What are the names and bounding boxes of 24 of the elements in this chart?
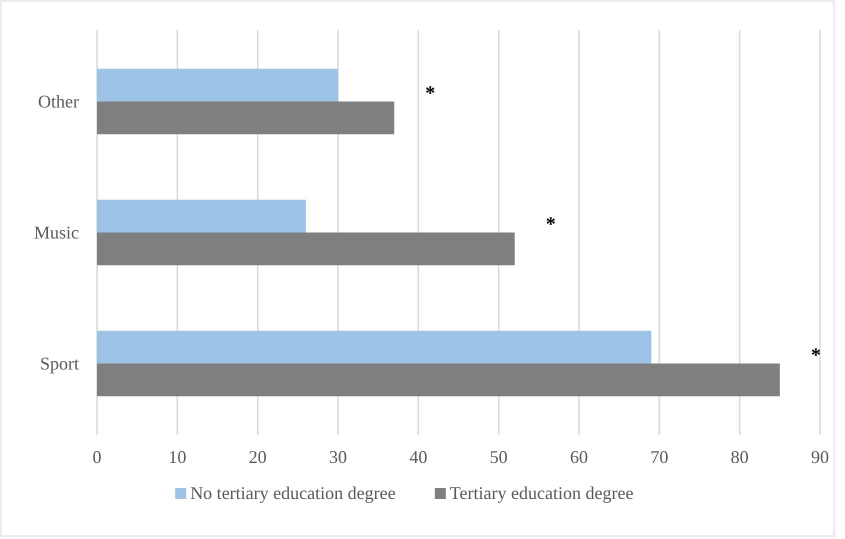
x-tick-label: 50	[490, 447, 508, 467]
x-tick-label: 40	[409, 447, 428, 467]
legend-label: No tertiary education degree	[190, 483, 396, 503]
bar	[97, 102, 394, 134]
y-tick-label: Sport	[40, 354, 79, 374]
bar	[97, 364, 780, 396]
x-tick-label: 20	[248, 447, 267, 467]
x-tick-label: 80	[730, 447, 749, 467]
x-tick-label: 10	[168, 447, 186, 467]
annotation: *	[425, 82, 436, 104]
bar	[97, 330, 652, 364]
bar	[97, 68, 338, 102]
legend-label: Tertiary education degree	[450, 483, 634, 503]
x-tick-label: 90	[811, 447, 829, 467]
x-tick-label: 30	[329, 447, 347, 467]
y-tick-label: Music	[34, 222, 80, 242]
x-tick-label: 70	[650, 447, 668, 467]
y-tick-label: Other	[38, 92, 80, 112]
x-tick-label: 0	[92, 447, 102, 467]
bar	[97, 200, 306, 232]
annotation: *	[810, 344, 821, 366]
x-tick-label: 60	[570, 447, 588, 467]
annotation: *	[546, 214, 556, 236]
bar	[97, 232, 515, 266]
